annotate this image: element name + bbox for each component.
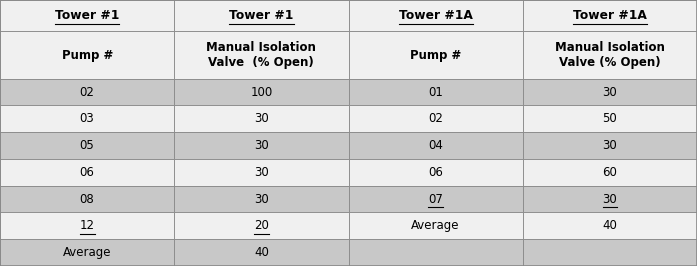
Text: 06: 06	[79, 166, 95, 179]
Bar	[174, 79, 348, 106]
Text: 02: 02	[79, 86, 95, 99]
Text: Manual Isolation
Valve  (% Open): Manual Isolation Valve (% Open)	[206, 41, 316, 69]
Text: Tower #1: Tower #1	[229, 9, 293, 22]
Text: 50: 50	[602, 112, 618, 125]
Bar	[0, 159, 174, 186]
Bar	[348, 239, 523, 266]
Bar	[348, 132, 523, 159]
Bar	[0, 0, 174, 31]
Text: 40: 40	[602, 219, 618, 232]
Bar	[0, 132, 174, 159]
Bar	[174, 132, 348, 159]
Bar	[523, 31, 697, 79]
Bar	[174, 31, 348, 79]
Bar	[0, 239, 174, 266]
Bar	[523, 0, 697, 31]
Text: 04: 04	[428, 139, 443, 152]
Bar	[174, 106, 348, 132]
Text: 01: 01	[428, 86, 443, 99]
Bar	[0, 31, 174, 79]
Bar	[523, 132, 697, 159]
Text: 12: 12	[79, 219, 95, 232]
Text: 07: 07	[428, 193, 443, 206]
Bar	[523, 186, 697, 213]
Bar	[523, 239, 697, 266]
Bar	[523, 79, 697, 106]
Text: 30: 30	[254, 112, 269, 125]
Text: 20: 20	[254, 219, 269, 232]
Text: 30: 30	[254, 166, 269, 179]
Bar	[523, 106, 697, 132]
Bar	[174, 159, 348, 186]
Bar	[348, 186, 523, 213]
Text: 100: 100	[250, 86, 273, 99]
Text: Tower #1: Tower #1	[55, 9, 119, 22]
Text: 06: 06	[428, 166, 443, 179]
Bar	[0, 213, 174, 239]
Bar	[348, 79, 523, 106]
Text: Pump #: Pump #	[61, 49, 113, 61]
Text: Average: Average	[63, 246, 112, 259]
Text: 05: 05	[79, 139, 95, 152]
Bar	[174, 239, 348, 266]
Bar	[523, 159, 697, 186]
Bar	[348, 213, 523, 239]
Text: Average: Average	[411, 219, 460, 232]
Text: Pump #: Pump #	[410, 49, 461, 61]
Text: 40: 40	[254, 246, 269, 259]
Bar	[174, 186, 348, 213]
Text: 30: 30	[254, 139, 269, 152]
Text: Tower #1A: Tower #1A	[573, 9, 647, 22]
Text: 03: 03	[79, 112, 95, 125]
Bar	[348, 106, 523, 132]
Bar	[348, 0, 523, 31]
Text: 30: 30	[602, 139, 618, 152]
Bar	[523, 213, 697, 239]
Text: 30: 30	[254, 193, 269, 206]
Bar	[0, 79, 174, 106]
Bar	[174, 0, 348, 31]
Text: 30: 30	[602, 86, 618, 99]
Bar	[0, 186, 174, 213]
Bar	[0, 106, 174, 132]
Bar	[174, 213, 348, 239]
Text: 02: 02	[428, 112, 443, 125]
Text: Manual Isolation
Valve (% Open): Manual Isolation Valve (% Open)	[555, 41, 665, 69]
Bar	[348, 159, 523, 186]
Text: 08: 08	[79, 193, 95, 206]
Text: 30: 30	[602, 193, 618, 206]
Text: Tower #1A: Tower #1A	[399, 9, 473, 22]
Text: 60: 60	[602, 166, 618, 179]
Bar	[348, 31, 523, 79]
